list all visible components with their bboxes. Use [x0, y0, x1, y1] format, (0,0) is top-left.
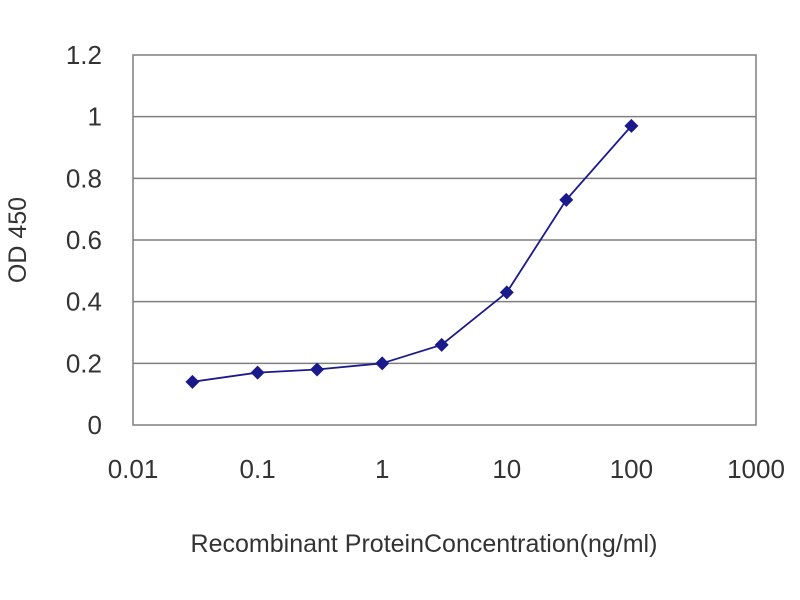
- y-tick-label-3: 0.6: [66, 225, 102, 255]
- x-tick-label-5: 1000: [727, 454, 785, 484]
- y-tick-label-5: 1: [88, 102, 102, 132]
- y-tick-label-4: 0.8: [66, 163, 102, 193]
- x-tick-label-1: 0.1: [240, 454, 276, 484]
- series-line-0: [192, 125, 633, 383]
- x-tick-label-2: 1: [375, 454, 389, 484]
- data-point-6: [559, 192, 574, 207]
- gridlines: [133, 115, 756, 365]
- data-point-0: [185, 374, 200, 389]
- y-tick-label-0: 0: [88, 410, 102, 440]
- x-tick-label-4: 100: [610, 454, 653, 484]
- x-axis-title: Recombinant ProteinConcentration(ng/ml): [191, 530, 658, 558]
- y-tick-label-2: 0.4: [66, 287, 102, 317]
- y-tick-label-1: 0.2: [66, 348, 102, 378]
- data-point-1: [250, 365, 265, 380]
- x-tick-label-3: 10: [492, 454, 521, 484]
- data-point-3: [375, 356, 390, 371]
- data-point-5: [499, 285, 514, 300]
- data-point-7: [624, 118, 639, 133]
- data-point-4: [434, 337, 449, 352]
- x-tick-label-0: 0.01: [108, 454, 159, 484]
- x-tick-labels: 0.01 0.1 1 10 100 1000: [108, 454, 785, 484]
- data-point-2: [310, 362, 325, 377]
- y-tick-label-6: 1.2: [66, 40, 102, 70]
- data-series: [185, 118, 639, 389]
- y-tick-labels: 0 0.2 0.4 0.6 0.8 1 1.2: [66, 40, 102, 440]
- y-axis-title: OD 450: [4, 197, 32, 283]
